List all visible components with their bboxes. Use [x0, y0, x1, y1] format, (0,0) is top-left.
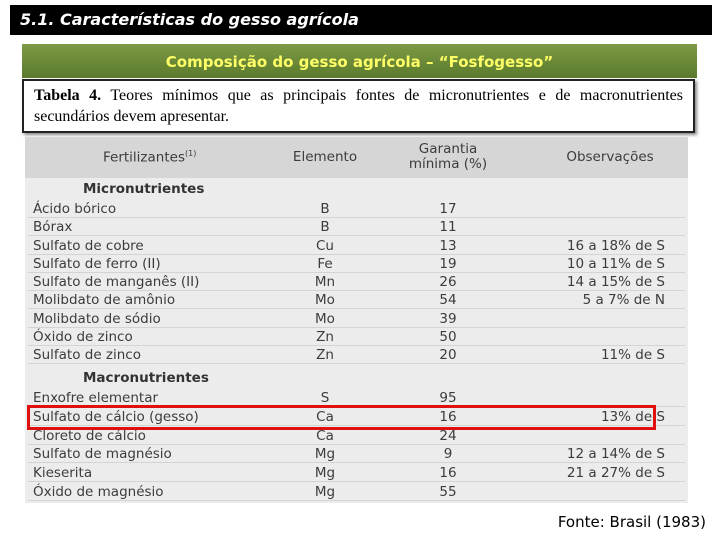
row-line — [28, 424, 685, 426]
fertilizer: Molibdato de sódio — [33, 310, 161, 327]
source: Fonte: Brasil (1983) — [557, 513, 706, 531]
element: Zn — [316, 347, 334, 363]
fertilizer: Sulfato de ferro (II) — [33, 255, 161, 272]
row-line — [28, 217, 685, 218]
min-guarantee: 55 — [439, 484, 457, 500]
element: Mg — [314, 465, 336, 482]
observation: 13% de S — [600, 408, 665, 425]
banner-title: Composição do gesso agrícola – “Fosfoges… — [22, 44, 697, 78]
table-header — [25, 137, 688, 178]
fertilizer: Molibdato de amônio — [33, 292, 176, 309]
min-guarantee: 11 — [439, 219, 457, 236]
observation: 12 a 14% de S — [566, 446, 665, 463]
min-guarantee: 50 — [439, 328, 457, 345]
caption: Tabela 4. Teores mínimos que as principa… — [22, 79, 695, 133]
fertilizer: Ácido bórico — [33, 201, 117, 217]
observation: 5 a 7% de N — [582, 292, 665, 309]
min-guarantee: 9 — [443, 446, 453, 463]
element: Ca — [316, 427, 334, 444]
min-guarantee: 19 — [439, 255, 457, 272]
row-line — [28, 235, 685, 237]
element: B — [320, 201, 330, 217]
element: S — [320, 390, 330, 406]
highlight-box — [27, 405, 656, 430]
observation: 11% de S — [600, 347, 665, 363]
fertilizer: Bórax — [33, 219, 73, 236]
fertilizer: Óxido de zinco — [33, 328, 133, 345]
row-line — [28, 271, 685, 273]
section-title: Macronutrientes — [83, 370, 209, 386]
observation: 10 a 11% de S — [566, 255, 665, 272]
min-guarantee: 54 — [439, 292, 457, 309]
fertilizer: Sulfato de zinco — [33, 347, 141, 363]
min-guarantee: 39 — [439, 310, 457, 327]
min-guarantee: 24 — [439, 427, 457, 444]
element: Ca — [316, 408, 334, 425]
column-note: (1) — [184, 148, 197, 158]
fertilizer: Cloreto de cálcio — [33, 427, 146, 444]
row-line — [28, 344, 685, 346]
min-guarantee: 16 — [439, 465, 457, 482]
observation: 21 a 27% de S — [566, 465, 665, 482]
header-title: 5.1. Características do gesso agrícola — [10, 5, 712, 35]
column-header: Observações — [566, 149, 654, 165]
element: Fe — [317, 255, 333, 272]
min-guarantee: 13 — [439, 237, 457, 254]
row-line — [28, 481, 685, 483]
table: Fertilizantes(1) Elemento Garantia mínima … — [25, 137, 688, 503]
min-guarantee: 16 — [439, 408, 457, 425]
fertilizer: Sulfato de cobre — [33, 237, 144, 254]
element: Mn — [314, 274, 336, 290]
row-line — [28, 500, 685, 501]
fertilizer: Kieserita — [33, 465, 93, 482]
column-header: Elemento — [292, 149, 358, 165]
min-guarantee: 95 — [439, 390, 457, 406]
element: Cu — [316, 237, 334, 254]
element: Mo — [315, 310, 335, 327]
row-line — [28, 308, 685, 310]
element: Mg — [314, 446, 336, 463]
row-line — [28, 363, 685, 364]
row-line — [28, 443, 685, 445]
min-guarantee: 20 — [439, 347, 457, 363]
min-guarantee: 26 — [439, 274, 457, 290]
element: B — [320, 219, 330, 236]
fertilizer: Sulfato de cálcio (gesso) — [33, 408, 199, 425]
caption-label: Tabela 4. — [34, 87, 102, 104]
element: Mo — [315, 292, 335, 309]
row-line — [28, 253, 685, 255]
caption-text: Teores mínimos que as principais fontes … — [34, 87, 683, 125]
fertilizer: Enxofre elementar — [33, 390, 159, 406]
fertilizer: Sulfato de manganês (II) — [33, 274, 200, 290]
column-header: Fertilizantes(1) — [103, 148, 197, 166]
column-header: Garantia mínima (%) — [408, 141, 488, 172]
observation: 16 a 18% de S — [566, 237, 665, 254]
row-line — [28, 290, 685, 291]
row-line — [28, 326, 685, 328]
fertilizer: Óxido de magnésio — [33, 484, 164, 500]
section-title: Micronutrientes — [83, 181, 205, 197]
fertilizer: Sulfato de magnésio — [33, 446, 172, 463]
min-guarantee: 17 — [439, 201, 457, 217]
row-line — [28, 462, 685, 464]
element: Mg — [314, 484, 336, 500]
observation: 14 a 15% de S — [566, 274, 665, 290]
element: Zn — [316, 328, 334, 345]
